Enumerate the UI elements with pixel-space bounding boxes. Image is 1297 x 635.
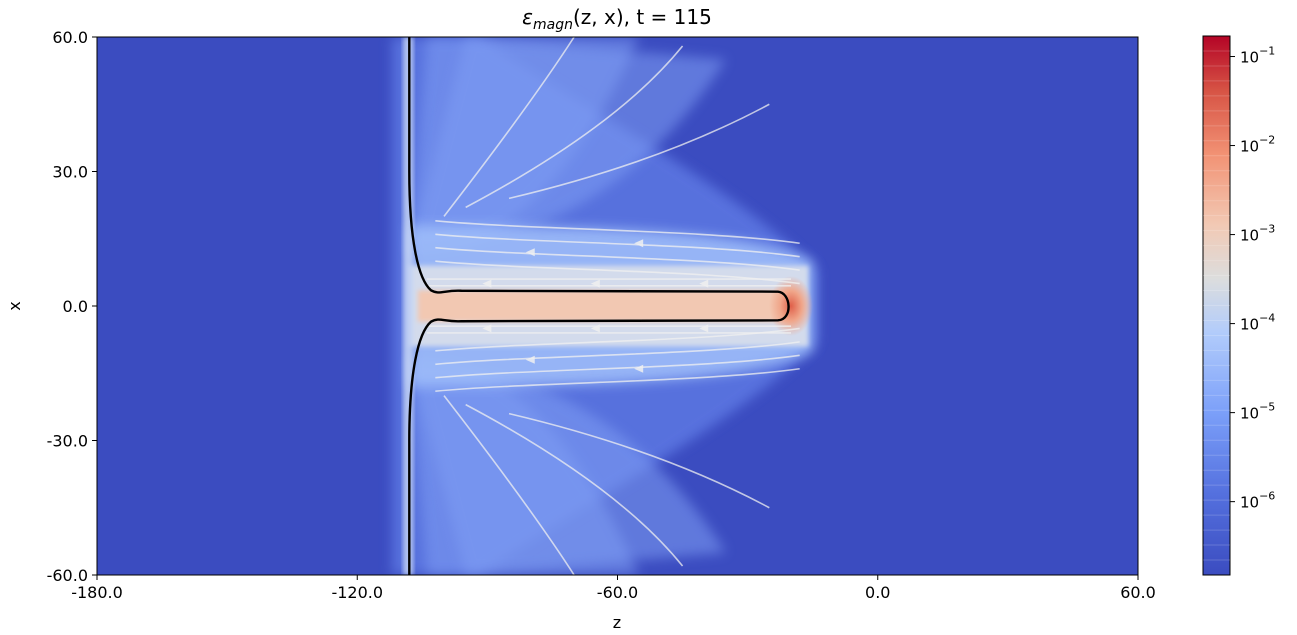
heatmap-plot-area — [96, 36, 1139, 576]
colorbar-bar — [1202, 35, 1231, 576]
x-tick-label: -180.0 — [71, 583, 123, 602]
colorbar-tick-label: 10−4 — [1240, 312, 1275, 334]
streamline — [435, 260, 800, 285]
title-subscript: magn — [533, 17, 573, 33]
streamline — [435, 367, 800, 392]
contour-lines — [408, 37, 790, 575]
streamline-arrow — [634, 239, 644, 248]
colorbar-tick-label: 10−3 — [1240, 223, 1275, 245]
jet-core — [417, 290, 791, 322]
streamlines — [426, 37, 800, 575]
streamline — [443, 37, 575, 217]
streamline — [508, 103, 770, 200]
colorbar: 10−6 10−5 10−4 10−3 10−2 10−1 — [1202, 35, 1275, 576]
streamline — [443, 395, 575, 575]
streamline-arrow — [482, 279, 492, 288]
y-tick-label: -60.0 — [47, 566, 88, 585]
contact-contour — [408, 37, 790, 575]
jet-head — [769, 276, 813, 336]
x-tick-label: 60.0 — [1120, 583, 1156, 602]
streamline — [465, 45, 684, 209]
streamline — [435, 341, 800, 366]
streamline — [435, 233, 800, 258]
streamline — [435, 327, 800, 352]
streamline-arrow — [634, 364, 644, 373]
colorbar-tick-label: 10−2 — [1240, 134, 1275, 156]
y-tick-label: 30.0 — [52, 163, 88, 182]
streamline-arrow — [482, 324, 492, 333]
y-tick-label: -30.0 — [47, 432, 88, 451]
colorbar-bands — [1203, 50, 1230, 561]
y-axis-label: x — [5, 301, 24, 310]
chart-title: εmagn(z, x), t = 115 — [522, 5, 712, 33]
cocoon-lobe — [409, 37, 726, 253]
y-axis-ticks: -60.0 -30.0 0.0 30.0 60.0 — [47, 28, 97, 585]
colorbar-tick-label: 10−1 — [1240, 45, 1275, 67]
streamline — [508, 412, 770, 509]
title-args: (z, x), t = 115 — [573, 5, 712, 29]
y-tick-label: 60.0 — [52, 28, 88, 47]
x-axis-label: z — [613, 613, 621, 632]
streamline-arrow — [590, 324, 600, 333]
streamline — [435, 220, 800, 245]
streamline-arrow — [699, 324, 709, 333]
streamline-arrow — [525, 355, 535, 364]
streamline-arrow — [525, 248, 535, 257]
x-axis-ticks: -180.0 -120.0 -60.0 0.0 60.0 — [71, 575, 1156, 602]
streamline-arrow — [699, 279, 709, 288]
x-tick-label: 0.0 — [865, 583, 890, 602]
colorbar-tick-label: 10−5 — [1240, 401, 1275, 423]
streamline — [435, 246, 800, 271]
title-symbol: ε — [522, 5, 533, 29]
colorbar-ticks: 10−6 10−5 10−4 10−3 10−2 10−1 — [1230, 45, 1275, 512]
streamline-arrow — [590, 279, 600, 288]
boundary-strip — [403, 37, 414, 575]
x-tick-label: -120.0 — [331, 583, 383, 602]
cocoon-lobe — [409, 359, 726, 575]
streamline — [435, 354, 800, 379]
y-tick-label: 0.0 — [63, 297, 88, 316]
x-tick-label: -60.0 — [597, 583, 638, 602]
colorbar-tick-label: 10−6 — [1240, 490, 1275, 512]
streamline — [465, 403, 684, 567]
